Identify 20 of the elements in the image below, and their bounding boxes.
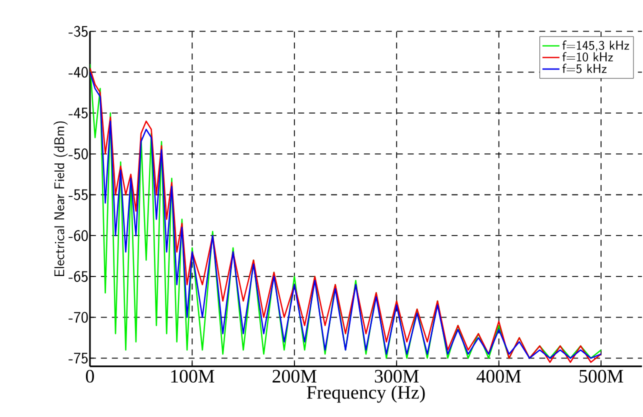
y-tick-label: -35 — [68, 26, 88, 37]
x-tick-label: 200M — [272, 370, 316, 383]
legend-label: f=145,3 kHz — [562, 40, 630, 52]
y-tick-label: -55 — [68, 189, 88, 200]
y-tick-label: -60 — [68, 230, 88, 242]
x-axis-title: Frequency (Hz) — [306, 386, 425, 403]
legend-label: f=5 kHz — [562, 64, 607, 74]
y-tick-label: -70 — [68, 312, 88, 323]
y-tick-label: -75 — [68, 352, 88, 364]
y-tick-label: -50 — [68, 148, 88, 160]
x-tick-label: 0 — [86, 370, 94, 383]
x-tick-label: 300M — [374, 370, 419, 383]
x-tick-label: 400M — [476, 370, 521, 383]
legend-label: f=10 kHz — [562, 52, 613, 62]
y-tick-label: -40 — [68, 66, 88, 78]
y-axis-title: Electrical Near Field (dBm) — [54, 121, 68, 276]
y-tick-label: -45 — [68, 108, 88, 118]
x-tick-label: 100M — [171, 370, 214, 383]
x-tick-label: 500M — [580, 370, 624, 383]
y-tick-label: -65 — [68, 270, 88, 282]
